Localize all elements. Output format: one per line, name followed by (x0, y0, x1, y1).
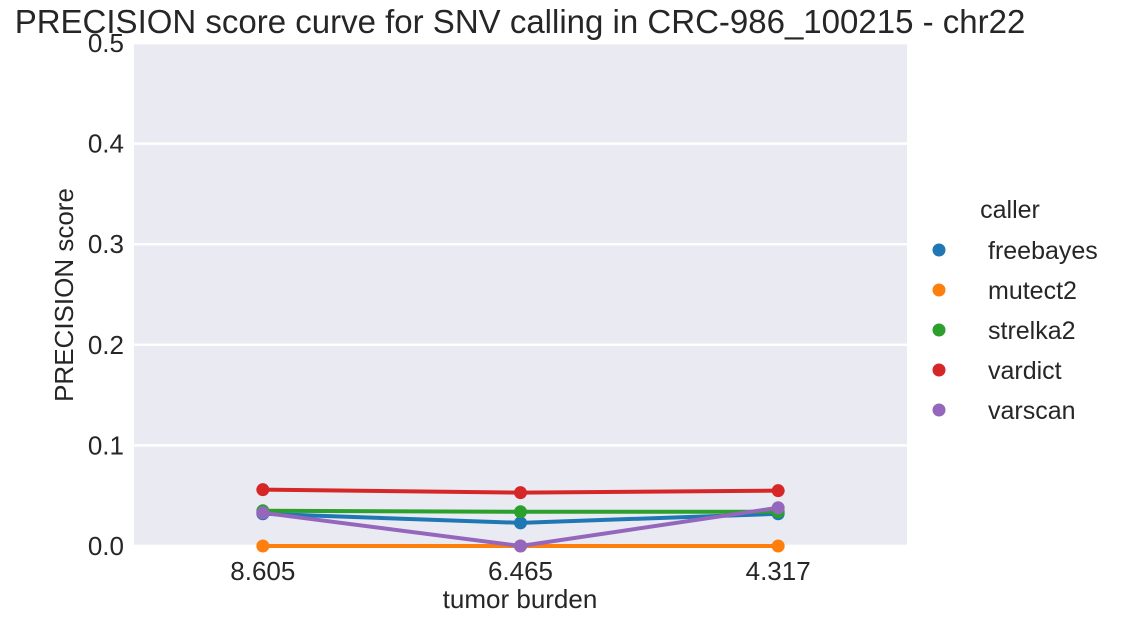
y-tick-label: 0.2 (88, 330, 124, 360)
y-tick-label: 0.0 (88, 531, 124, 561)
legend: caller freebayes mutect2 strelka2 vardict va… (932, 196, 1098, 425)
data-point (256, 506, 270, 520)
chart-title: PRECISION score curve for SNV calling in… (15, 3, 1026, 40)
data-point (771, 484, 785, 498)
y-tick-label: 0.5 (88, 28, 124, 58)
y-axis-ticks: 0.0 0.1 0.2 0.3 0.4 0.5 (88, 28, 124, 561)
x-axis-label: tumor burden (443, 584, 598, 614)
legend-marker (932, 243, 946, 257)
y-tick-label: 0.3 (88, 229, 124, 259)
series-varscan (256, 501, 785, 553)
data-point (771, 539, 785, 553)
legend-label: vardict (988, 357, 1062, 385)
data-point (514, 516, 527, 530)
x-axis-ticks: 8.605 6.465 4.317 (230, 556, 810, 586)
legend-marker (932, 323, 946, 337)
legend-label: varscan (988, 397, 1076, 425)
legend-marker (932, 363, 946, 377)
legend-marker (932, 283, 946, 297)
data-point (514, 539, 527, 553)
legend-label: freebayes (988, 237, 1098, 265)
data-point (256, 483, 270, 497)
y-axis-label: PRECISION score (49, 188, 79, 402)
x-tick-label: 8.605 (230, 556, 295, 586)
y-tick-label: 0.4 (88, 129, 124, 159)
y-tick-label: 0.1 (88, 430, 124, 460)
series-vardict (256, 483, 785, 500)
data-point (256, 539, 270, 553)
plot-area (134, 43, 907, 546)
legend-label: strelka2 (988, 317, 1076, 345)
series-lines (256, 483, 785, 553)
data-point (771, 501, 785, 515)
data-point (514, 486, 527, 500)
legend-title: caller (980, 196, 1040, 224)
legend-items: freebayes mutect2 strelka2 vardict varscan (932, 237, 1098, 425)
legend-label: mutect2 (988, 277, 1077, 305)
x-tick-label: 4.317 (746, 556, 811, 586)
x-tick-label: 6.465 (488, 556, 553, 586)
legend-marker (932, 403, 946, 417)
data-point (514, 505, 527, 519)
